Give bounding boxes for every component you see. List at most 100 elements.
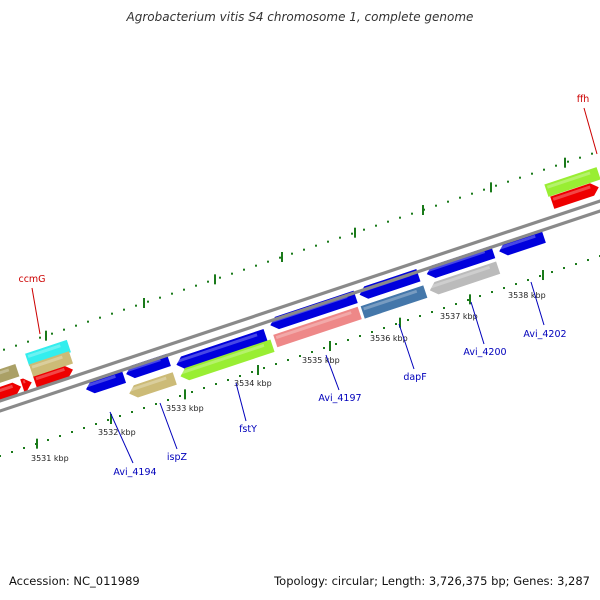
- minor-tick: [155, 403, 157, 406]
- gene-feature-highlight: [86, 374, 116, 388]
- backbone-track: [0, 199, 600, 413]
- minor-tick: [167, 399, 169, 402]
- feature-label: fstY: [239, 424, 257, 435]
- gene-feature-shape: [426, 245, 496, 279]
- minor-tick: [179, 395, 181, 398]
- map-title: Agrobacterium vitis S4 chromosome 1, com…: [126, 10, 474, 24]
- gene-feature-shape: [180, 339, 275, 381]
- minor-tick: [407, 319, 409, 322]
- gene-feature-shape: [176, 328, 268, 369]
- gene-feature-highlight: [546, 171, 591, 189]
- minor-tick: [239, 375, 241, 378]
- minor-tick: [11, 451, 13, 454]
- minor-tick: [315, 244, 317, 247]
- minor-tick: [251, 371, 253, 374]
- minor-tick: [231, 272, 233, 275]
- accession-text: Accession: NC_011989: [9, 574, 140, 588]
- minor-tick: [47, 439, 49, 442]
- minor-tick: [3, 348, 5, 351]
- minor-tick: [99, 316, 101, 319]
- gene-feature-shape: [499, 230, 546, 256]
- minor-tick: [483, 188, 485, 191]
- gene-feature: [0, 364, 20, 384]
- gene-feature: [25, 339, 71, 367]
- gene-feature: [273, 306, 362, 348]
- gene-feature-shape: [126, 353, 171, 379]
- gene-feature: [86, 370, 127, 394]
- feature-labels: Avi_4194 ispZ fstY Avi_4197 dapF Avi_4200 Avi_…: [18, 94, 598, 478]
- gene-feature-shape: [32, 365, 73, 389]
- minor-tick: [491, 291, 493, 294]
- callout-line: [325, 354, 340, 391]
- feature-label: Avi_4197: [318, 393, 361, 404]
- callout-line: [530, 281, 545, 326]
- backbone-line: [0, 199, 600, 403]
- gene-feature: [360, 285, 428, 319]
- feature-label: ccmG: [18, 274, 45, 285]
- scale-labels: 3531 kbp 3532 kbp 3533 kbp 3534 kbp 3535 kbp…: [31, 291, 546, 463]
- minor-tick: [363, 228, 365, 231]
- minor-tick: [467, 299, 469, 302]
- minor-tick: [207, 280, 209, 283]
- gene-feature-highlight: [35, 367, 65, 381]
- minor-tick: [371, 331, 373, 334]
- scale-label: 3532 kbp: [98, 428, 136, 437]
- gene-feature-highlight: [27, 344, 61, 358]
- minor-tick: [159, 296, 161, 299]
- minor-tick: [507, 180, 509, 183]
- scale-label: 3537 kbp: [440, 312, 478, 321]
- minor-tick: [171, 292, 173, 295]
- callout-line: [31, 287, 41, 335]
- gene-feature-shape: [0, 364, 20, 384]
- scale-label: 3538 kbp: [508, 291, 546, 300]
- minor-tick: [351, 232, 353, 235]
- minor-tick: [203, 387, 205, 390]
- minor-tick: [191, 391, 193, 394]
- callout-line: [159, 402, 178, 450]
- gene-feature-shape: [20, 378, 32, 392]
- gene-feature-shape: [273, 306, 362, 348]
- minor-tick: [471, 192, 473, 195]
- gene-feature-shape: [129, 372, 177, 398]
- minor-tick: [75, 324, 77, 327]
- gene-feature: [32, 365, 73, 389]
- minor-tick: [23, 447, 25, 450]
- minor-tick: [287, 359, 289, 362]
- gene-feature-shape: [86, 370, 127, 394]
- gene-feature: [29, 351, 73, 377]
- scale-label: 3531 kbp: [31, 454, 69, 463]
- scale-label: 3535 kbp: [302, 356, 340, 365]
- minor-tick: [183, 288, 185, 291]
- minor-tick: [515, 283, 517, 286]
- minor-tick: [587, 259, 589, 262]
- minor-tick: [395, 323, 397, 326]
- gene-feature-shape: [25, 339, 71, 367]
- gene-feature: [176, 328, 268, 369]
- feature-label: ffh: [577, 94, 590, 105]
- minor-tick: [51, 332, 53, 335]
- minor-tick: [555, 164, 557, 167]
- minor-tick: [359, 335, 361, 338]
- minor-tick: [303, 248, 305, 251]
- minor-tick: [339, 236, 341, 239]
- minor-tick: [291, 252, 293, 255]
- gene-feature: [129, 372, 177, 398]
- minor-tick: [39, 336, 41, 339]
- minor-tick: [387, 220, 389, 223]
- minor-tick: [131, 411, 133, 414]
- gene-feature-highlight: [22, 380, 26, 384]
- minor-tick: [275, 363, 277, 366]
- minor-tick: [443, 307, 445, 310]
- scale-label: 3534 kbp: [234, 379, 272, 388]
- inner-tick-track: [0, 255, 600, 457]
- minor-tick: [479, 295, 481, 298]
- gene-feature-highlight: [552, 185, 591, 201]
- minor-tick: [147, 300, 149, 303]
- gene-feature-shape: [550, 183, 599, 209]
- gene-feature-shape: [360, 285, 428, 319]
- minor-tick: [243, 268, 245, 271]
- minor-tick: [279, 256, 281, 259]
- minor-tick: [575, 263, 577, 266]
- minor-tick: [299, 355, 301, 358]
- gene-feature-shape: [29, 351, 73, 377]
